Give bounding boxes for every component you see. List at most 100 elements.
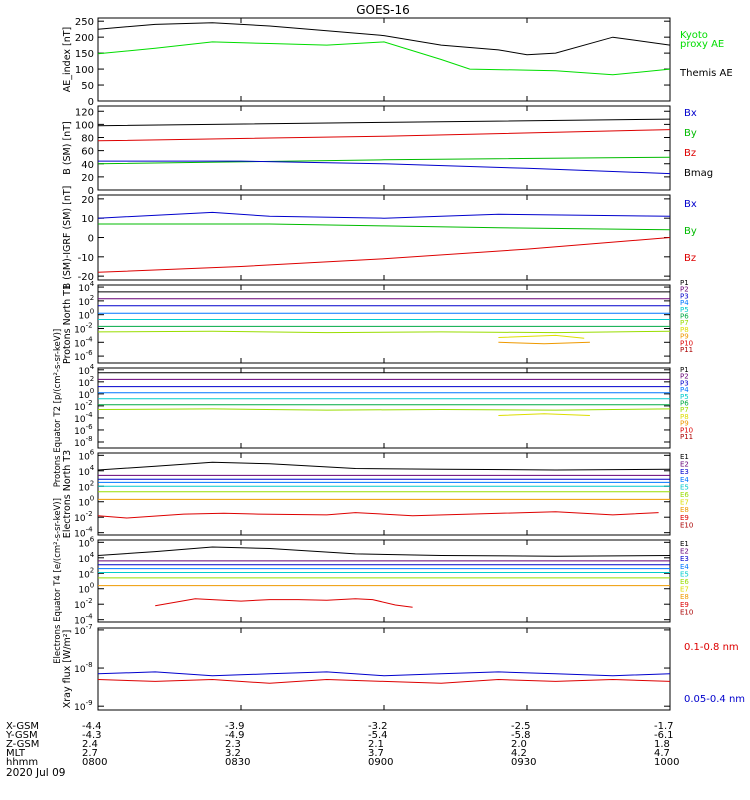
- legend-entry: E3: [680, 468, 689, 476]
- panel-frame: [97, 367, 671, 449]
- legend-entry: E9: [680, 514, 689, 522]
- series-line-p8: [498, 334, 585, 339]
- y-tick-label: 10: [74, 403, 86, 413]
- time-axis-value: 2.0: [511, 739, 527, 750]
- legend-entry: P10: [680, 426, 693, 434]
- legend-entry: P3: [680, 379, 689, 387]
- y-axis-label: B (SM) [nT]: [62, 121, 73, 174]
- series-line-0-05-0-4-nm: [97, 671, 671, 677]
- series-line-by: [98, 223, 671, 231]
- legend-entry: Themis AE: [679, 68, 733, 79]
- panel-bigrf: 20 10 0 -10 -20 B (SM)-IGRF (SM) [nT] Bx By Bz: [62, 186, 697, 290]
- y-tick-exponent: -2: [86, 399, 93, 407]
- y-tick-label: 10: [78, 499, 90, 509]
- y-tick-label: 150: [75, 49, 94, 60]
- y-tick-label: 10: [78, 586, 90, 596]
- y-tick-exponent: -4: [86, 411, 94, 419]
- y-axis-label: AE_index [nT]: [62, 27, 73, 93]
- y-tick-exponent: 4: [90, 464, 95, 472]
- y-tick-exponent: 4: [90, 551, 95, 559]
- time-axis-value: -3.2: [368, 721, 388, 732]
- y-tick-label: 120: [75, 107, 94, 118]
- legend-entry: P6: [680, 313, 689, 321]
- time-axis-row-label: X-GSM: [6, 721, 39, 732]
- series-line-bz: [97, 237, 671, 273]
- y-axis-label: Electrons Equator T4 [e/(cm²-s-sr-keV)]: [53, 498, 63, 664]
- y-tick-label: 80: [81, 134, 94, 145]
- series-line-e1: [97, 461, 671, 471]
- y-tick-exponent: -6: [86, 349, 94, 357]
- y-tick-exponent: 0: [90, 582, 94, 590]
- series-line-p9: [498, 341, 590, 345]
- y-axis-label-text: Electrons North T3: [62, 450, 73, 538]
- y-axis-label-text: AE_index [nT]: [62, 27, 73, 93]
- y-tick-label: 10: [74, 415, 86, 425]
- time-axis-value: -4.9: [225, 730, 245, 741]
- y-tick-exponent: -8: [86, 661, 93, 669]
- legend-entry: E7: [680, 586, 689, 594]
- legend-entry: P6: [680, 400, 689, 408]
- legend-entry: E2: [680, 548, 689, 556]
- y-tick-label: 10: [74, 325, 86, 335]
- legend-entry: E3: [680, 555, 689, 563]
- y-tick-label: 10: [78, 391, 90, 401]
- legend-entry: P8: [680, 413, 689, 421]
- time-axis-value: -1.7: [654, 721, 674, 732]
- panel-frame: [97, 105, 671, 191]
- y-tick-label: 0: [88, 234, 94, 245]
- series-line-bmag: [97, 118, 671, 127]
- y-tick-label: 10: [74, 627, 86, 637]
- legend-entry: Bmag: [684, 168, 713, 179]
- series-line-e9: [97, 511, 659, 519]
- y-tick-exponent: -4: [86, 613, 94, 621]
- y-tick-exponent: -7: [86, 623, 93, 631]
- legend-entry: E10: [680, 608, 693, 616]
- legend-entry: P4: [680, 386, 689, 394]
- y-tick-label: 10: [78, 555, 90, 565]
- series-line-p8: [498, 413, 590, 416]
- y-tick-label: 10: [78, 539, 90, 549]
- series-line-p7: [97, 330, 671, 334]
- y-tick-exponent: 2: [90, 375, 94, 383]
- series-line-bz: [97, 129, 671, 142]
- y-tick-label: 10: [74, 703, 86, 713]
- time-axis-value: -4.4: [82, 721, 102, 732]
- time-axis-value: 2.1: [368, 739, 384, 750]
- y-tick-exponent: 0: [90, 308, 94, 316]
- y-tick-label: 100: [75, 120, 94, 131]
- legend-entry: E7: [680, 499, 689, 507]
- legend-entry: P10: [680, 339, 693, 347]
- legend-entry: P5: [680, 306, 689, 314]
- legend-entry: E6: [680, 578, 689, 586]
- y-tick-label: 10: [78, 298, 90, 308]
- time-axis-value: -5.8: [511, 730, 531, 741]
- time-axis-row-label: hhmm: [6, 757, 38, 768]
- y-tick-label: 10: [74, 514, 86, 524]
- time-axis-value: 1.8: [654, 739, 670, 750]
- legend-entry: By: [684, 128, 697, 139]
- series-line-0-1-0-8-nm: [97, 678, 671, 684]
- time-axis-row-label: Z-GSM: [6, 739, 39, 750]
- y-tick-label: 10: [74, 617, 86, 627]
- y-tick-label: 10: [78, 483, 90, 493]
- legend-entry: Bx: [684, 108, 697, 119]
- y-tick-label: 10: [74, 530, 86, 540]
- legend-entry: Kyoto: [680, 30, 708, 41]
- y-axis-label: B (SM)-IGRF (SM) [nT]: [62, 186, 73, 290]
- y-tick-label: 10: [74, 427, 86, 437]
- y-tick-exponent: 4: [90, 363, 95, 371]
- y-tick-label: 10: [81, 214, 94, 225]
- y-tick-exponent: -9: [86, 699, 93, 707]
- time-axis-value: -3.9: [225, 721, 245, 732]
- legend-entry: 0.1-0.8 nm: [684, 642, 739, 653]
- y-axis-label: Protons North T1: [62, 284, 73, 364]
- panel-frame: [97, 194, 671, 281]
- legend-entry: P4: [680, 299, 689, 307]
- y-axis-label-text: B (SM) [nT]: [62, 121, 73, 174]
- legend-entry: P7: [680, 319, 689, 327]
- time-axis-row-label: Y-GSM: [5, 730, 38, 741]
- legend-entry: E2: [680, 461, 689, 469]
- y-tick-label: 10: [74, 665, 86, 675]
- legend-entry: proxy AE: [680, 39, 724, 50]
